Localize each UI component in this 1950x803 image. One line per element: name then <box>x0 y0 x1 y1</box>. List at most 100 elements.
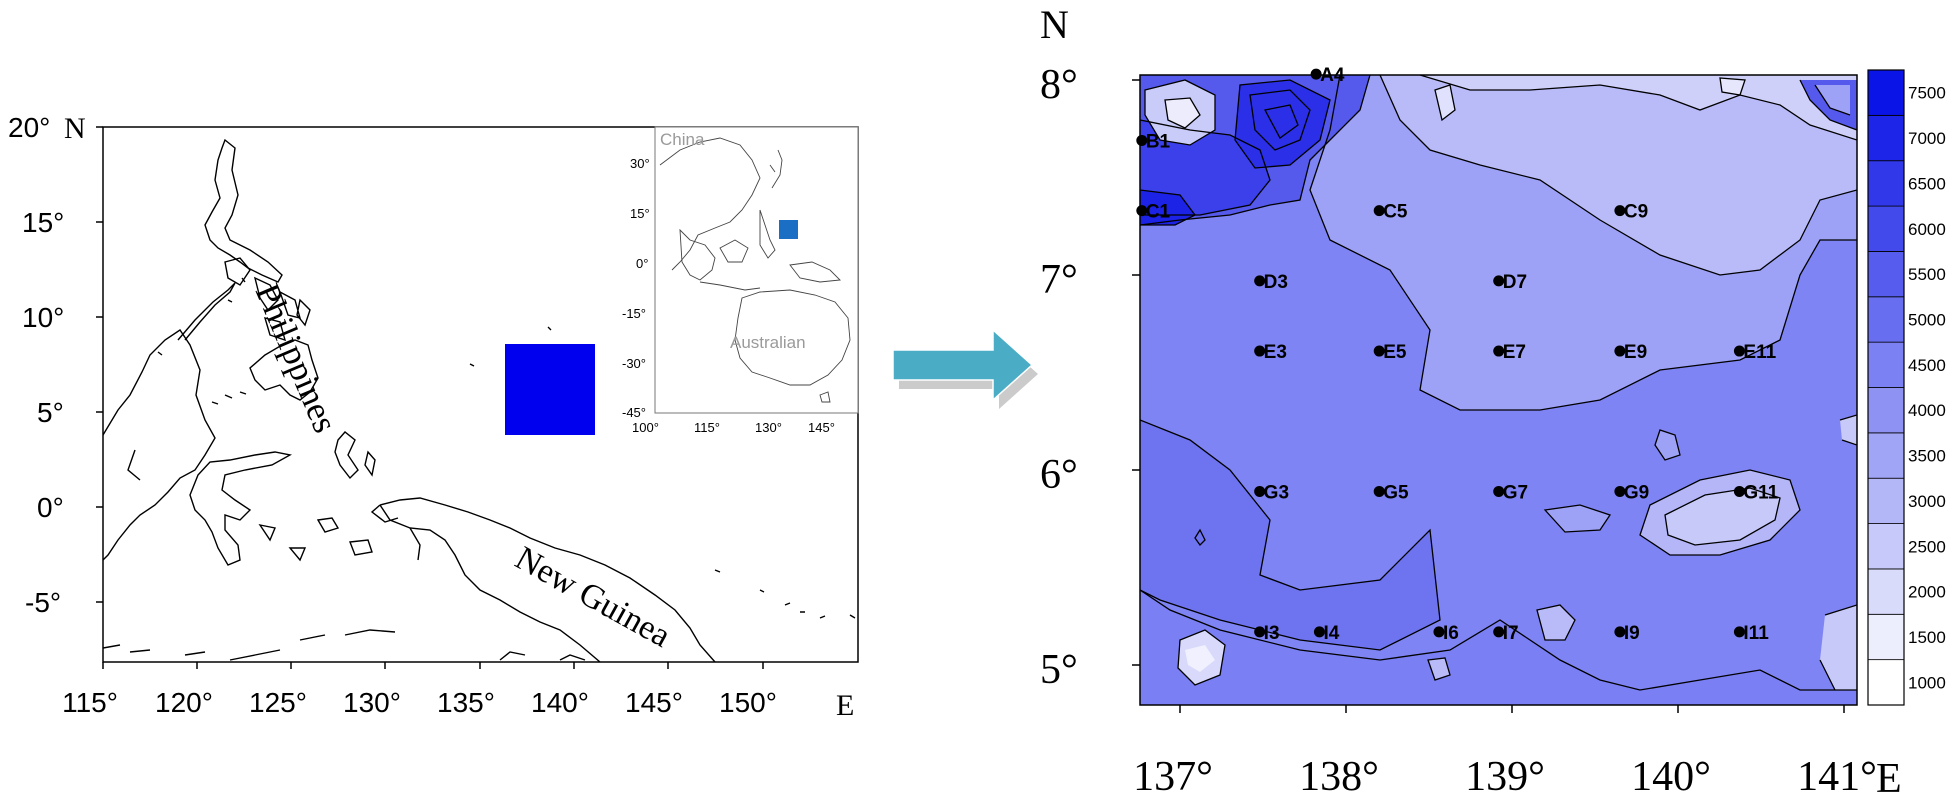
contour-sw-spot-top <box>1185 645 1215 672</box>
colorbar-swatch <box>1867 205 1905 252</box>
station-label: I11 <box>1743 623 1769 644</box>
lat-tick: 8° <box>1040 62 1078 108</box>
lon-tick: 125° <box>249 687 307 718</box>
colorbar-label: 4500 <box>1908 356 1946 375</box>
colorbar-label: 7500 <box>1908 84 1946 103</box>
inset-lat-tick: -45° <box>622 405 646 420</box>
station-label: E5 <box>1383 342 1407 363</box>
colorbar-label: 7000 <box>1908 129 1946 148</box>
colorbar-swatch <box>1867 432 1905 479</box>
station-label: B1 <box>1146 131 1171 152</box>
station-marker <box>1136 205 1148 217</box>
depth-contour-field <box>1140 75 1857 705</box>
station-marker <box>1493 626 1505 638</box>
station-marker <box>1313 626 1325 638</box>
contour-se-shallow <box>1820 605 1857 690</box>
station-label: I4 <box>1323 623 1339 644</box>
contour-g11-inner <box>1665 488 1780 545</box>
coastlines <box>103 138 856 662</box>
station-marker <box>1254 275 1266 287</box>
lat-tick: 6° <box>1040 452 1078 498</box>
lon-tick: 120° <box>155 687 213 718</box>
colorbar-swatch <box>1867 387 1905 434</box>
lat-tick: 10° <box>22 302 64 333</box>
left-map: Philippines New Guinea China Australian … <box>8 112 859 722</box>
contour-spot <box>1655 430 1680 460</box>
lon-tick: 130° <box>343 687 401 718</box>
station-marker <box>1254 485 1266 497</box>
colorbar-label: 3500 <box>1908 447 1946 466</box>
station-marker <box>1493 275 1505 287</box>
contour-spot <box>1537 605 1575 640</box>
lon-tick: 138° <box>1299 754 1379 800</box>
small-islands <box>157 277 856 619</box>
station-label: G7 <box>1503 482 1528 503</box>
inset-lat-tick: -15° <box>622 306 646 321</box>
contour-spot-mid <box>1545 505 1610 532</box>
station-marker <box>1733 345 1745 357</box>
colorbar-label: 4000 <box>1908 401 1946 420</box>
colorbar-swatch <box>1867 477 1905 524</box>
colorbar-label: 6000 <box>1908 220 1946 239</box>
luzon-coast <box>204 138 283 283</box>
station-label: G3 <box>1264 482 1289 503</box>
station-label: I7 <box>1503 623 1519 644</box>
inset-lon-tick: 130° <box>755 420 782 435</box>
colorbar-label: 1500 <box>1908 628 1946 647</box>
contour-south <box>1140 590 1857 705</box>
station-label: D7 <box>1503 272 1527 293</box>
colorbar-frame <box>1867 69 1905 706</box>
transition-arrow <box>892 328 1038 409</box>
station-marker <box>1733 485 1745 497</box>
lon-tick: 140° <box>1631 754 1711 800</box>
mindanao-coast <box>249 339 319 401</box>
colorbar-label: 1000 <box>1908 673 1946 692</box>
lon-tick: 137° <box>1133 754 1213 800</box>
station-marker <box>1373 205 1385 217</box>
inset-australian-label: Australian <box>730 333 806 352</box>
station-label: G9 <box>1624 482 1649 503</box>
visayas <box>253 276 311 342</box>
inset-lat-tick: 15° <box>630 206 650 221</box>
colorbar-label: 3000 <box>1908 492 1946 511</box>
station-marker <box>1136 134 1148 146</box>
right-lat-ticks: 8° 7° 6° 5° <box>1040 62 1078 693</box>
inset-frame <box>654 126 859 414</box>
lat-tick: 15° <box>22 207 64 238</box>
station-marker <box>1373 345 1385 357</box>
lat-tick: 0° <box>37 492 64 523</box>
inset-lon-ticks: 100° 115° 130° 145° <box>632 420 835 435</box>
station-marker <box>1373 485 1385 497</box>
australia-coast <box>499 651 586 661</box>
lat-tick: 5° <box>1040 647 1078 693</box>
colorbar-swatch <box>1867 659 1905 706</box>
lon-tick: 139° <box>1465 754 1545 800</box>
station-marker <box>1614 345 1626 357</box>
inset-lon-tick: 145° <box>808 420 835 435</box>
station-marker <box>1614 205 1626 217</box>
lon-tick: 135° <box>437 687 495 718</box>
contour-deepest-nw <box>1235 80 1330 168</box>
halmahera <box>334 431 376 480</box>
right-map-frame <box>1139 74 1858 706</box>
colorbar-swatch <box>1867 69 1905 116</box>
vogelkop <box>370 504 421 561</box>
stations: A4 B1 C1 C5 C9 D3 D7 E3 E5 E7 E9 E11 G3 G5 G7 G9 G11 I3 I4… <box>1136 65 1779 644</box>
station-marker <box>1493 345 1505 357</box>
contour-shallower <box>1420 75 1857 140</box>
left-tick-marks <box>96 126 764 669</box>
colorbar-swatch <box>1867 341 1905 388</box>
study-area-box <box>505 344 595 435</box>
contour-lines <box>1140 75 1857 691</box>
contour-deepest-w <box>1140 190 1195 225</box>
station-label: I6 <box>1443 623 1459 644</box>
contour-e-spot <box>1840 415 1857 445</box>
station-marker <box>1254 626 1266 638</box>
colorbar-swatch <box>1867 523 1905 570</box>
station-marker <box>1433 626 1445 638</box>
station-label: G5 <box>1383 482 1409 503</box>
station-marker <box>1310 68 1322 80</box>
inset-lon-tick: 100° <box>632 420 659 435</box>
colorbar-label: 2000 <box>1908 583 1946 602</box>
